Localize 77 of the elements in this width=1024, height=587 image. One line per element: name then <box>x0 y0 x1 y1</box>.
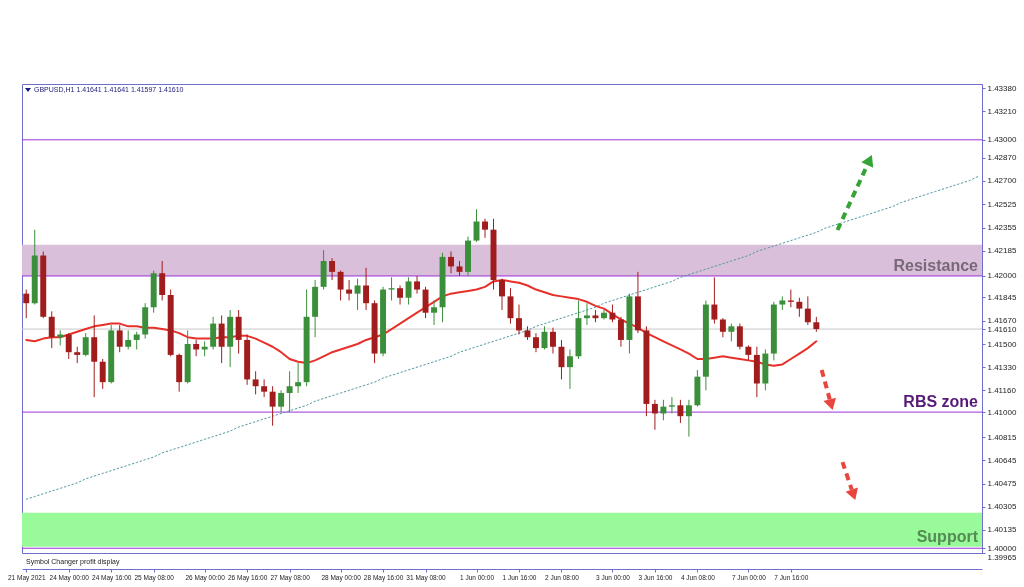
y-tick-label: 1.42355 <box>987 223 1017 233</box>
candlestick <box>346 279 353 301</box>
candlestick <box>719 317 726 338</box>
candlestick <box>668 396 675 414</box>
y-tick-label: 1.40135 <box>987 525 1017 535</box>
y-tick-label: 1.41670 <box>987 316 1017 326</box>
y-tick-label: 1.41845 <box>987 292 1017 302</box>
y-tick-label: 1.41330 <box>987 362 1017 372</box>
y-tick-label: 1.40475 <box>987 479 1017 489</box>
candlestick <box>533 332 539 353</box>
y-tick-label: 1.41610 <box>987 324 1017 334</box>
candlestick <box>329 257 336 281</box>
candlestick <box>116 324 123 353</box>
band-label: Resistance <box>893 256 979 274</box>
candlestick <box>711 276 718 325</box>
y-tick-label: 1.42185 <box>987 246 1017 256</box>
candlestick <box>566 348 573 390</box>
y-tick-label: 1.43380 <box>987 83 1017 93</box>
candlestick <box>405 276 412 306</box>
candlestick <box>48 310 55 349</box>
candlestick <box>550 327 556 355</box>
candlestick <box>354 278 361 311</box>
candlestick <box>269 385 276 427</box>
y-tick-label: 1.41000 <box>987 407 1017 417</box>
candlestick <box>677 399 684 424</box>
candlestick <box>583 302 590 326</box>
y-tick-label: 1.41500 <box>987 339 1017 349</box>
candlestick <box>218 314 225 364</box>
candlestick <box>600 309 607 321</box>
candlestick <box>414 275 421 295</box>
y-tick-label: 1.40305 <box>987 502 1017 512</box>
candlestick <box>337 270 344 301</box>
candlestick <box>278 389 285 413</box>
line-series <box>25 176 979 500</box>
candlestick <box>82 332 89 357</box>
y-tick-label: 1.40000 <box>987 543 1017 553</box>
candlestick <box>499 278 505 311</box>
candlestick <box>804 295 811 326</box>
candlestick <box>482 218 488 239</box>
y-tick-label: 1.40645 <box>987 455 1017 465</box>
candlestick <box>448 250 454 274</box>
y-tick-label: 1.42870 <box>987 153 1017 163</box>
candlestick <box>736 323 743 350</box>
candlestick <box>796 297 803 318</box>
candlestick <box>252 370 259 395</box>
band-label: Support <box>916 527 979 545</box>
candlestick <box>261 378 268 398</box>
y-tick-label: 1.39965 <box>987 552 1017 562</box>
candlestick <box>65 332 72 360</box>
candlestick <box>617 316 624 348</box>
candlestick <box>422 286 429 319</box>
candlestick <box>388 276 395 301</box>
candlestick <box>431 299 438 326</box>
candlestick <box>558 339 565 380</box>
line-series <box>25 279 818 367</box>
candlestick <box>235 309 242 355</box>
candlestick <box>363 267 370 311</box>
y-tick-label: 1.41160 <box>987 385 1017 395</box>
candlestick <box>125 329 132 350</box>
candlestick <box>651 399 658 431</box>
candlestick <box>99 358 106 390</box>
y-tick-label: 1.42700 <box>987 176 1017 186</box>
candlestick <box>660 399 667 421</box>
candlestick <box>295 362 302 394</box>
candlestick <box>685 399 692 438</box>
ref-line-label: RBS zone <box>903 393 979 411</box>
candlestick <box>397 284 404 306</box>
y-tick-label: 1.43000 <box>987 135 1017 145</box>
y-tick-label: 1.42000 <box>987 271 1017 281</box>
candlestick <box>286 370 293 413</box>
y-tick-label: 1.40815 <box>987 432 1017 442</box>
y-tick-label: 1.43210 <box>987 106 1017 116</box>
candlestick <box>210 316 217 350</box>
candlestick <box>516 304 522 335</box>
y-tick-label: 1.42525 <box>987 199 1017 209</box>
candlestick <box>23 289 30 319</box>
candlestick <box>159 260 166 301</box>
